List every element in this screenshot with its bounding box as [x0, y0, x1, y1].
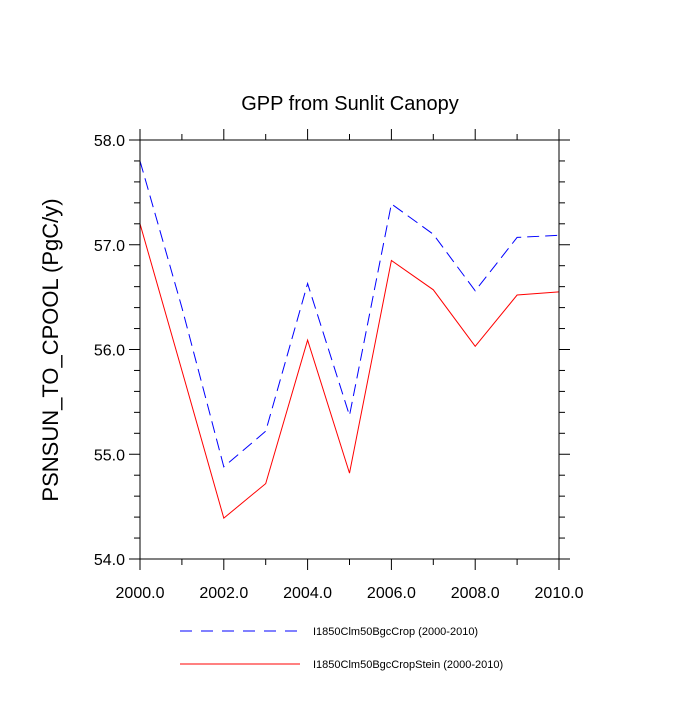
y-tick-label: 54.0 [94, 552, 125, 569]
x-tick-label: 2000.0 [116, 585, 165, 602]
legend: I1850Clm50BgcCrop (2000-2010) I1850Clm50B… [180, 626, 503, 671]
x-tick-label: 2002.0 [199, 585, 248, 602]
y-tick-label: 57.0 [94, 238, 125, 255]
chart-title: GPP from Sunlit Canopy [241, 93, 459, 115]
plot-frame [139, 139, 560, 560]
y-tick-label: 56.0 [94, 343, 125, 360]
series-line-2 [139, 223, 560, 520]
x-tick-label: 2004.0 [283, 585, 332, 602]
y-tick-label: 55.0 [94, 447, 125, 464]
x-tick-label: 2010.0 [535, 585, 584, 602]
y-axis-label: PSNSUN_TO_CPOOL (PgC/y) [38, 198, 63, 501]
axes: 54.0 55.0 56.0 57.0 58.0 2000.0 2002.0 2004.0 20… [94, 129, 584, 602]
series-line-1 [139, 160, 560, 468]
legend-label-1: I1850Clm50BgcCrop (2000-2010) [313, 626, 478, 638]
x-tick-label: 2008.0 [451, 585, 500, 602]
legend-label-2: I1850Clm50BgcCropStein (2000-2010) [313, 659, 503, 671]
y-tick-label: 58.0 [94, 133, 125, 150]
series-lines [139, 160, 560, 520]
x-tick-label: 2006.0 [367, 585, 416, 602]
